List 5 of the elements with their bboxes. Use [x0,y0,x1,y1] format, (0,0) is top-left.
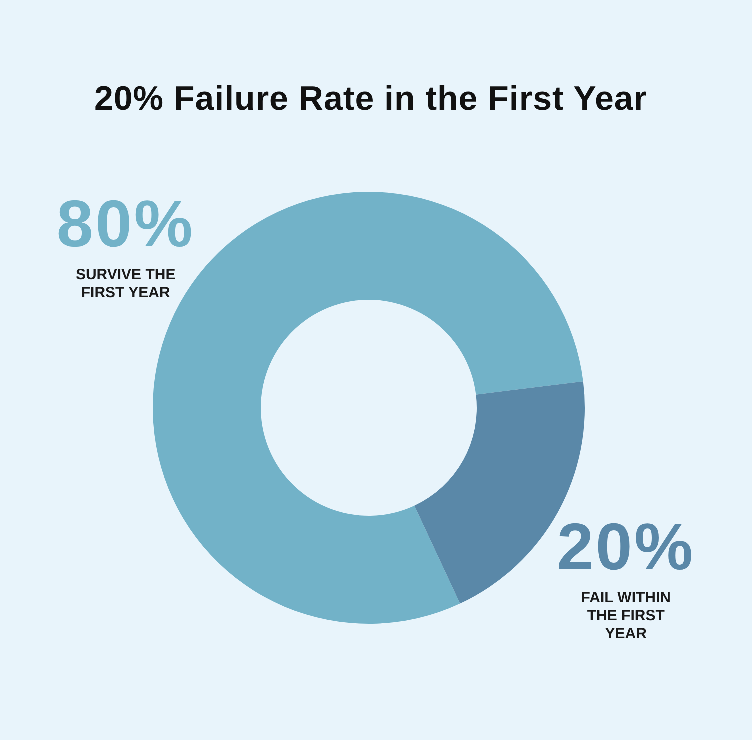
data-label: 20% [557,509,696,584]
chart-title: 20% Failure Rate in the First Year [93,80,649,118]
data-label: 80% [56,186,195,261]
slice-label: SURVIVE THE FIRST YEAR [76,266,176,302]
slice-label: FAIL WITHIN THE FIRST YEAR [581,589,671,642]
